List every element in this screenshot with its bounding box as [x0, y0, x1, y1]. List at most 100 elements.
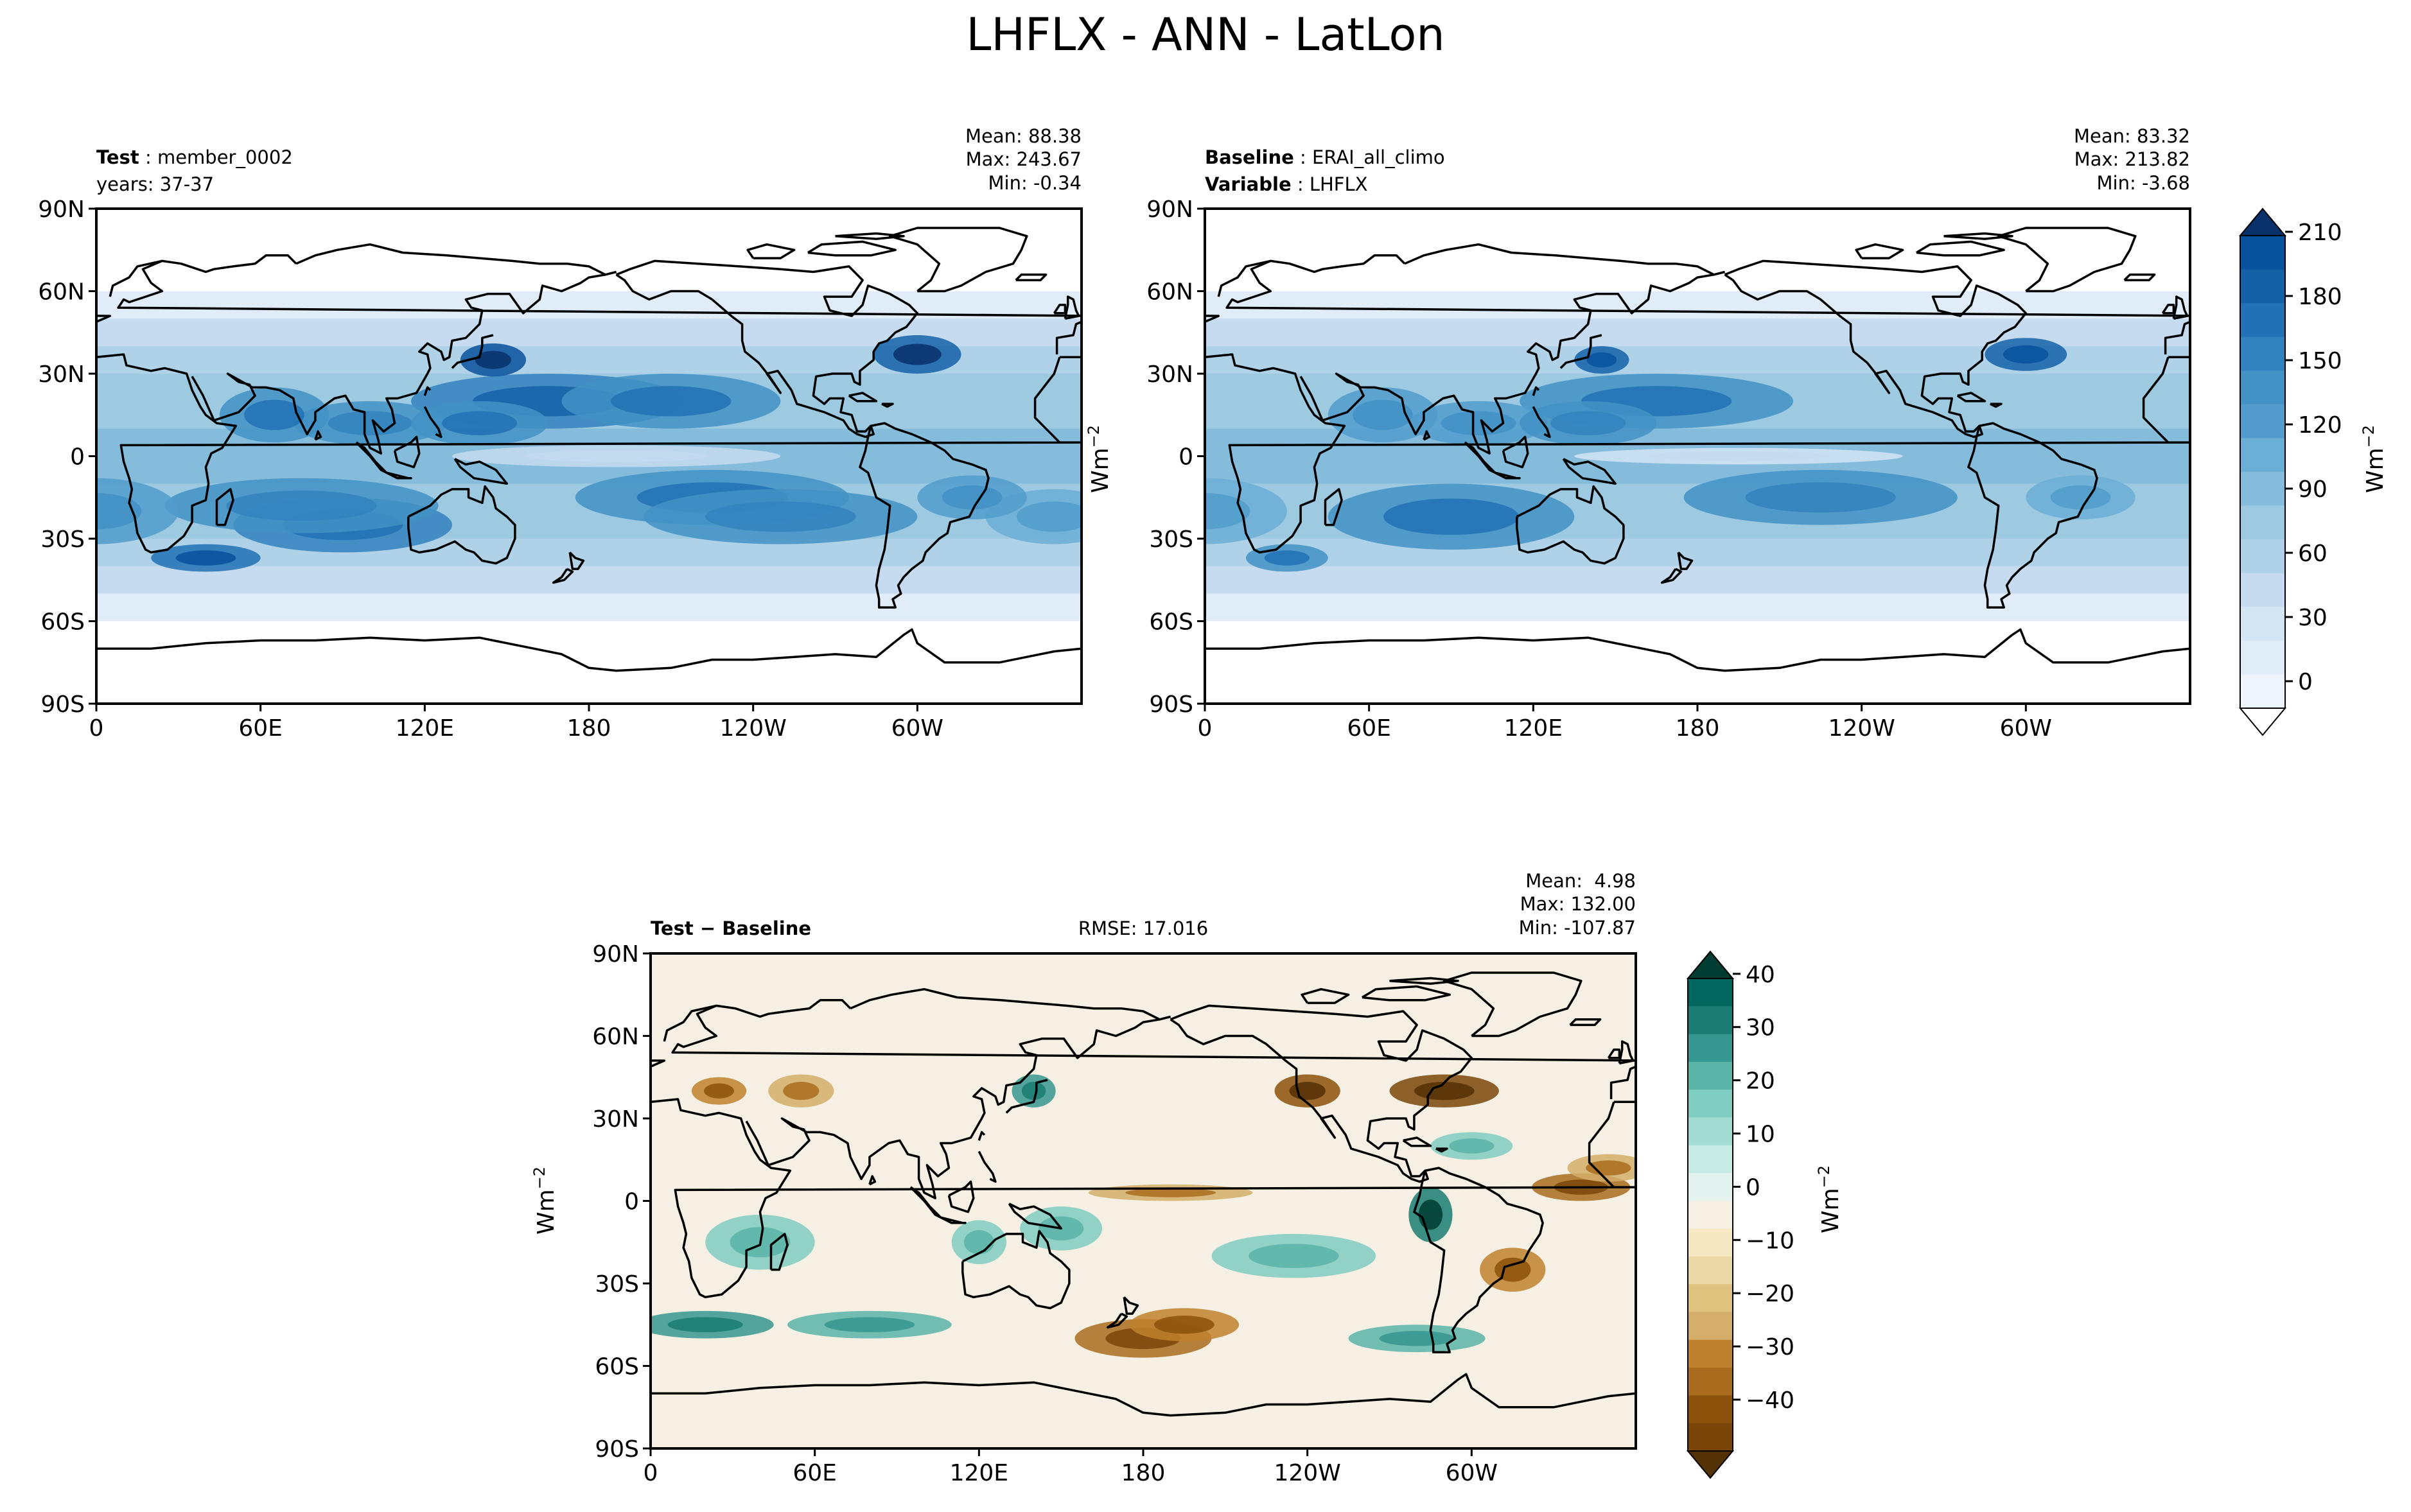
- coastline-8: [947, 1180, 975, 1213]
- coastline-10: [940, 1216, 967, 1224]
- lat-tick-label: 30S: [595, 1271, 639, 1298]
- colorbar-extend-min: [1686, 1450, 1735, 1479]
- coastline-19: [2375, 978, 2411, 984]
- coastline-26: [1324, 488, 1343, 526]
- test-stat-min: Min: -0.34: [988, 172, 1082, 194]
- coastline-17: [807, 240, 897, 257]
- lon-tick-label: 60W: [891, 715, 943, 742]
- diff-rmse: RMSE: 17.016: [1078, 917, 1208, 939]
- lon-tick-label: 60E: [238, 715, 283, 742]
- coastline-19: [1943, 232, 2013, 240]
- coastline-28: [1205, 628, 2190, 672]
- lon-tick-label: 180: [567, 715, 611, 742]
- coastline-18: [746, 243, 796, 259]
- coastline-20: [2389, 1138, 2411, 1146]
- coastline-22: [2399, 1168, 2411, 1352]
- coastline-28: [651, 1373, 1636, 1417]
- coastline-2: [1095, 261, 1147, 297]
- lat-tick-label: 60N: [592, 1024, 639, 1050]
- lon-tick-label: 180: [1676, 715, 1720, 742]
- coastline-11: [1008, 1203, 1062, 1230]
- coastline-0: [1205, 353, 2190, 554]
- colorbar-tick-label: 120: [2298, 412, 2342, 439]
- colorbar-tick-label: 40: [1746, 962, 1775, 988]
- colorbar-extend-max: [1686, 950, 1735, 979]
- colorbar-segment: [1688, 1117, 1733, 1146]
- baseline-label-value: ERAI_all_climo: [1312, 146, 1445, 168]
- coastline-14: [2093, 1314, 2112, 1327]
- coastline-9: [1896, 1187, 1926, 1217]
- coastline-14: [1660, 568, 1683, 584]
- coastline-15: [615, 259, 919, 439]
- colorbar-tick-label: 0: [2298, 669, 2313, 695]
- colorbar-segment: [2240, 404, 2285, 439]
- coastline-13: [568, 552, 585, 570]
- baseline-map: [1177, 209, 2190, 704]
- colorbar-segment: [1688, 1145, 1733, 1174]
- colorbar-tick-label: 30: [1746, 1015, 1775, 1041]
- colorbar-segment: [2240, 539, 2285, 574]
- lon-tick-label: 120W: [1274, 1460, 1341, 1486]
- lat-tick-label: 30N: [592, 1106, 639, 1133]
- baseline-stat-min: Min: -3.68: [2097, 172, 2190, 194]
- colorbar-segment: [1688, 1201, 1733, 1230]
- coastline-8: [1934, 1182, 1959, 1212]
- lat-tick-label: 90S: [1149, 691, 1193, 718]
- lat-tick-label: 30S: [40, 526, 85, 553]
- coastline-11: [1994, 1204, 2046, 1229]
- coastline-2: [109, 259, 162, 297]
- coastline-17: [377, 986, 464, 1000]
- lon-tick-label: 0: [89, 715, 104, 742]
- lon-tick-label: 120W: [1828, 715, 1895, 742]
- lat-tick-label: 90N: [592, 941, 639, 968]
- coastline-12: [961, 1230, 1071, 1310]
- coastline-6: [978, 1131, 986, 1141]
- coastline-19: [405, 978, 473, 984]
- coastline-16: [459, 973, 596, 1036]
- coastline-21: [1435, 1147, 1448, 1153]
- colorbar-frame: [2240, 235, 2286, 709]
- coastline-18: [317, 989, 363, 1003]
- colorbar-diff: −40 −30 −20 −10 0 10 20 30 40: [1686, 950, 1794, 1479]
- coastline-18: [2287, 989, 2334, 1003]
- coastline-27: [1855, 1176, 1861, 1185]
- lat-tick-label: 60S: [1149, 609, 1193, 636]
- baseline-ylabel: Wm−2: [1085, 425, 1114, 493]
- baseline-stat-mean: Mean: 83.32: [2074, 125, 2190, 147]
- coastline-4: [0, 989, 175, 1020]
- coastline-14: [552, 568, 574, 584]
- lon-tick-label: 120E: [950, 1460, 1008, 1486]
- coastline-3: [191, 270, 617, 455]
- coastline-17: [2347, 986, 2411, 1000]
- coastline-13: [2109, 1297, 2123, 1314]
- coastline-16: [888, 227, 1028, 293]
- coastline-17: [1915, 240, 2005, 257]
- mapC-coastlines: [0, 971, 2411, 1417]
- colorbar-tick-label: 30: [2298, 605, 2328, 631]
- coastline-26: [215, 488, 234, 526]
- coastline-24: [1177, 305, 1188, 313]
- panel-test: Test : member_0002 years: 37-37 Mean: 88…: [38, 125, 1147, 742]
- test-stat-mean: Mean: 88.38: [965, 125, 1082, 147]
- lat-tick-label: 90S: [40, 691, 85, 718]
- colorbar-segment: [2240, 640, 2285, 675]
- colorbar-segment: [1688, 1339, 1733, 1368]
- colorbar-segment: [1688, 1256, 1733, 1285]
- coastline-14: [123, 1314, 142, 1327]
- coastline-15: [186, 1005, 487, 1181]
- colorbar-segment: [1688, 1061, 1733, 1090]
- coastline-5: [1992, 1080, 2033, 1113]
- coastline-7: [423, 406, 443, 439]
- coastline-2: [1217, 259, 1271, 297]
- coastline-4: [850, 987, 1161, 1021]
- baseline-stat-max: Max: 213.82: [2074, 148, 2190, 170]
- lat-tick-label: 60N: [1146, 279, 1193, 306]
- test-map: [96, 209, 1147, 704]
- lon-tick-label: 60E: [793, 1460, 837, 1486]
- coastline-13: [1677, 552, 1694, 570]
- coastline-20: [1402, 1136, 1432, 1147]
- coastline-13: [1123, 1296, 1139, 1315]
- coastline-21: [1990, 403, 2003, 408]
- coastline-7: [1964, 1151, 1981, 1181]
- lat-tick-label: 60N: [38, 279, 85, 306]
